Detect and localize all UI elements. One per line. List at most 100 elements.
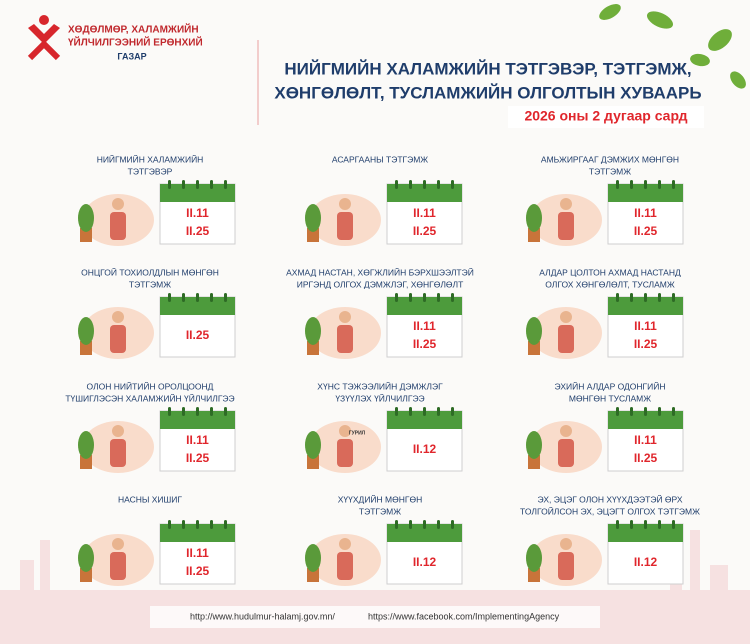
calendar-ring: [395, 407, 398, 416]
title: ХӨНГӨЛӨЛТ, ТУСЛАМЖИЙН ОЛГОЛТЫН ХУВААРЬ: [274, 83, 701, 102]
plant-pot: [307, 568, 319, 582]
plant: [78, 431, 94, 459]
calendar-ring: [644, 293, 647, 302]
plant: [78, 317, 94, 345]
person: [560, 311, 572, 323]
person: [558, 325, 574, 353]
item-label: ИРГЭНД ОЛГОХ ДЭМЖЛЭГ, ХӨНГӨЛӨЛТ: [297, 279, 464, 289]
calendar-ring: [409, 180, 412, 189]
item-label: ЭХИЙН АЛДАР ОДОНГИЙН: [555, 380, 666, 391]
item-label: ОЛОН НИЙТИЙН ОРОЛЦООНД: [87, 380, 214, 391]
item-label: ТОЛГОЙЛСОН ЭХ, ЭЦЭГТ ОЛГОХ ТЭТГЭМЖ: [520, 505, 700, 516]
plant-pot: [528, 455, 540, 469]
calendar-ring: [210, 520, 213, 529]
plant: [526, 317, 542, 345]
calendar-ring: [196, 293, 199, 302]
logo-text: ХӨДӨЛМӨР, ХАЛАМЖИЙН: [68, 23, 199, 36]
calendar-header: [160, 184, 235, 202]
item-label: ҮЗҮҮЛЭХ ҮЙЛЧИЛГЭЭ: [335, 392, 424, 403]
calendar-header: [387, 297, 462, 315]
date: II.11: [634, 433, 657, 447]
plant-pot: [528, 568, 540, 582]
plant-pot: [80, 228, 92, 242]
person: [110, 552, 126, 580]
plant: [78, 544, 94, 572]
date: II.25: [186, 328, 210, 342]
calendar-ring: [423, 293, 426, 302]
item-label: ТЭТГЭВЭР: [128, 166, 173, 176]
calendar-ring: [616, 407, 619, 416]
date: II.12: [413, 555, 437, 569]
item-label: ОЛГОХ ХӨНГӨЛӨЛТ, ТУСЛАМЖ: [545, 279, 675, 289]
item-label: ТЭТГЭМЖ: [359, 506, 401, 516]
plant-pot: [307, 455, 319, 469]
calendar-ring: [224, 520, 227, 529]
plant: [305, 431, 321, 459]
date: II.11: [186, 433, 209, 447]
date: II.25: [186, 451, 210, 465]
calendar-ring: [182, 407, 185, 416]
plant: [526, 204, 542, 232]
person: [558, 212, 574, 240]
calendar-ring: [196, 520, 199, 529]
item-label: АХМАД НАСТАН, ХӨГЖЛИЙН БЭРХШЭЭЛТЭЙ: [286, 266, 474, 277]
date: II.25: [413, 224, 437, 238]
item-label: АСАРГААНЫ ТЭТГЭМЖ: [332, 154, 428, 164]
logo: [27, 15, 61, 61]
calendar-ring: [451, 293, 454, 302]
calendar-ring: [395, 293, 398, 302]
person: [112, 425, 124, 437]
plant-pot: [307, 228, 319, 242]
calendar-ring: [451, 180, 454, 189]
date: II.25: [186, 224, 210, 238]
date: II.11: [413, 206, 436, 220]
item-label: АМЬЖИРГААГ ДЭМЖИХ МӨНГӨН: [541, 154, 679, 164]
calendar-ring: [196, 180, 199, 189]
date: II.11: [186, 546, 209, 560]
plant-pot: [307, 341, 319, 355]
date: II.11: [634, 206, 657, 220]
calendar-ring: [658, 293, 661, 302]
calendar-ring: [658, 407, 661, 416]
calendar-ring: [658, 180, 661, 189]
date: II.25: [634, 451, 658, 465]
plant: [526, 431, 542, 459]
date: II.25: [634, 337, 658, 351]
calendar-ring: [168, 407, 171, 416]
calendar-ring: [644, 520, 647, 529]
person: [112, 198, 124, 210]
facebook[interactable]: https://www.facebook.com/ImplementingAge…: [368, 611, 560, 621]
person: [112, 538, 124, 550]
calendar-header: [608, 297, 683, 315]
calendar-ring: [658, 520, 661, 529]
date: II.11: [634, 319, 657, 333]
calendar-ring: [168, 520, 171, 529]
illustration-text: ГУРИЛ: [349, 430, 366, 436]
person: [110, 212, 126, 240]
date: II.12: [413, 442, 437, 456]
date: II.11: [413, 319, 436, 333]
item-label: ХҮҮХДИЙН МӨНГӨН: [338, 493, 422, 504]
calendar-ring: [196, 407, 199, 416]
item-label: ОНЦГОЙ ТОХИОЛДЛЫН МӨНГӨН: [81, 266, 219, 277]
person: [337, 212, 353, 240]
person: [110, 439, 126, 467]
date: II.25: [413, 337, 437, 351]
person: [339, 311, 351, 323]
plant: [305, 544, 321, 572]
calendar-ring: [182, 520, 185, 529]
title: НИЙГМИЙН ХАЛАМЖИЙН ТЭТГЭВЭР, ТЭТГЭМЖ,: [284, 59, 691, 78]
calendar-ring: [409, 407, 412, 416]
calendar-ring: [451, 520, 454, 529]
calendar-ring: [423, 180, 426, 189]
person: [558, 439, 574, 467]
logo-text: ҮЙЛЧИЛГЭЭНИЙ ЕРӨНХИЙ: [68, 36, 203, 49]
leaves: [599, 4, 746, 89]
person: [337, 325, 353, 353]
item-label: ТҮШИГЛЭСЭН ХАЛАМЖИЙН ҮЙЛЧИЛГЭЭ: [65, 392, 234, 403]
item-label: НИЙГМИЙН ХАЛАМЖИЙН: [97, 153, 204, 164]
person: [337, 439, 353, 467]
calendar-header: [608, 411, 683, 429]
website[interactable]: http://www.hudulmur-halamj.gov.mn/: [190, 611, 335, 621]
